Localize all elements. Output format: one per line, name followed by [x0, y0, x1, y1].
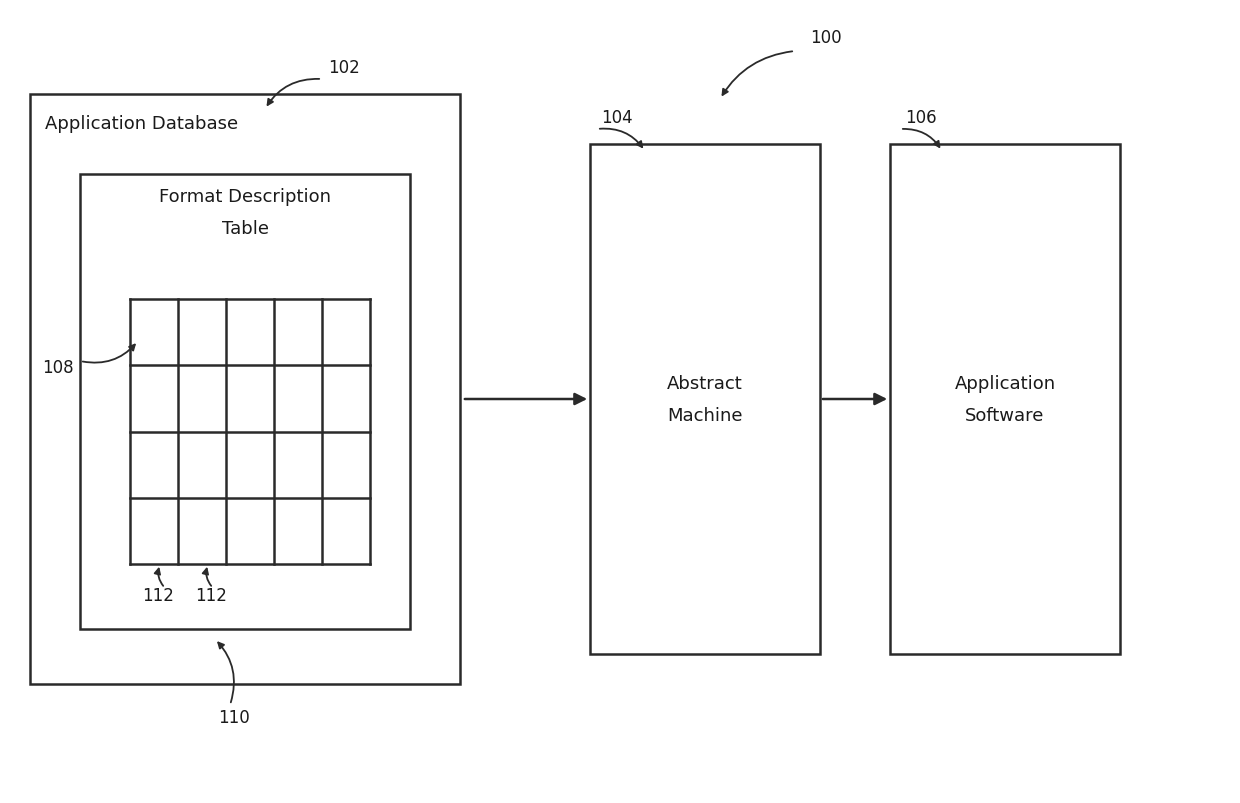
- Bar: [890, 145, 1120, 654]
- Text: 112: 112: [143, 586, 174, 604]
- Text: 102: 102: [329, 59, 360, 77]
- Text: Abstract
Machine: Abstract Machine: [667, 374, 743, 425]
- Text: 108: 108: [42, 359, 73, 377]
- Text: 104: 104: [601, 109, 632, 127]
- Text: Application Database: Application Database: [45, 115, 238, 132]
- Text: 106: 106: [905, 109, 936, 127]
- Bar: [30, 95, 460, 684]
- Text: 110: 110: [218, 708, 249, 726]
- Text: 100: 100: [810, 29, 842, 47]
- Text: 112: 112: [195, 586, 227, 604]
- Text: Format Description
Table: Format Description Table: [159, 188, 331, 238]
- Bar: [81, 175, 410, 630]
- Text: Application
Software: Application Software: [955, 374, 1055, 425]
- Bar: [590, 145, 820, 654]
